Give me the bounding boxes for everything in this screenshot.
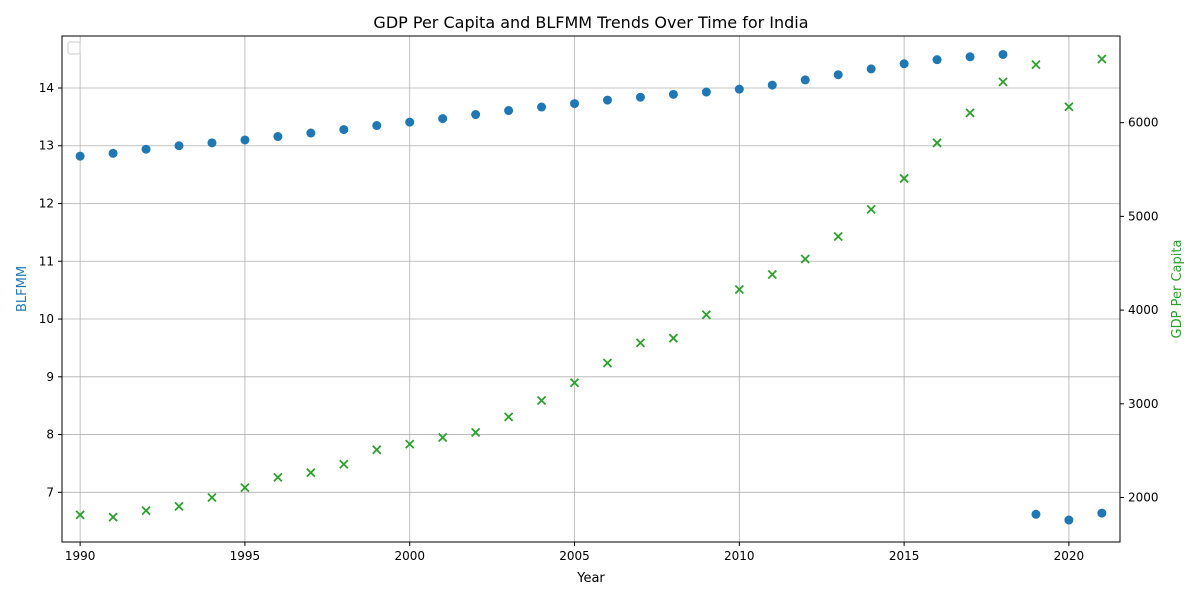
- blfmm-point: [339, 125, 349, 135]
- blfmm-point: [833, 70, 843, 80]
- blfmm-point: [965, 52, 975, 62]
- blfmm-point: [1064, 515, 1074, 525]
- left-y-tick-label: 8: [46, 428, 54, 442]
- blfmm-point: [405, 117, 415, 127]
- gdp-per-capita-point: [536, 395, 547, 406]
- blfmm-point: [75, 151, 85, 161]
- chart-title: GDP Per Capita and BLFMM Trends Over Tim…: [373, 13, 808, 32]
- blfmm-point: [438, 114, 448, 124]
- gdp-per-capita-point: [965, 108, 975, 118]
- gdp-per-capita-point: [207, 492, 217, 503]
- left-y-tick-label: 9: [46, 370, 54, 384]
- x-tick-label: 1995: [230, 549, 261, 563]
- blfmm-point: [767, 80, 777, 90]
- gdp-per-capita-point: [734, 284, 744, 295]
- gdp-per-capita-point: [998, 77, 1008, 87]
- blfmm-point: [1097, 508, 1107, 518]
- gdp-per-capita-point: [800, 254, 810, 264]
- gdp-per-capita-point: [405, 439, 415, 449]
- blfmm-point: [899, 59, 909, 69]
- blfmm-point: [141, 144, 151, 154]
- gdp-per-capita-point: [273, 472, 283, 482]
- legend-box: [67, 41, 81, 55]
- blfmm-series: [75, 49, 1107, 525]
- blfmm-point: [174, 141, 184, 151]
- blfmm-point: [635, 92, 645, 102]
- gdp-per-capita-series: [75, 54, 1107, 522]
- gdp-per-capita-point: [75, 510, 85, 520]
- x-tick-label: 2010: [724, 549, 755, 563]
- gdp-per-capita-point: [339, 459, 349, 469]
- blfmm-point: [471, 110, 481, 120]
- gdp-per-capita-point: [1031, 59, 1041, 70]
- gdp-per-capita-point: [141, 505, 151, 516]
- grid-lines: [62, 36, 1120, 542]
- gdp-per-capita-point: [767, 269, 777, 280]
- gdp-per-capita-point: [668, 333, 679, 343]
- gdp-per-capita-point: [306, 468, 316, 478]
- blfmm-point: [734, 84, 744, 94]
- gdp-per-capita-point: [438, 432, 448, 443]
- blfmm-point: [207, 138, 217, 148]
- blfmm-point: [240, 135, 250, 145]
- blfmm-point: [602, 95, 612, 105]
- blfmm-point: [1031, 509, 1041, 519]
- blfmm-point: [306, 128, 316, 138]
- gdp-per-capita-point: [240, 483, 250, 493]
- gdp-per-capita-point: [602, 358, 613, 368]
- gdp-per-capita-point: [1064, 102, 1074, 112]
- x-tick-label: 2015: [889, 549, 920, 563]
- x-axis-ticks: 1990 1995 2000 2005 2010 2015 2020: [65, 542, 1084, 563]
- left-y-tick-label: 13: [39, 139, 54, 153]
- x-tick-label: 2000: [394, 549, 425, 563]
- right-y-tick-label: 2000: [1128, 490, 1159, 504]
- right-y-tick-label: 4000: [1128, 303, 1159, 317]
- left-y-tick-label: 11: [39, 254, 54, 268]
- gdp-per-capita-point: [372, 445, 382, 455]
- x-axis-label: Year: [576, 571, 605, 586]
- gdp-per-capita-point: [569, 378, 580, 388]
- left-y-tick-label: 12: [39, 197, 54, 211]
- gdp-per-capita-point: [174, 501, 184, 512]
- left-y-axis-ticks: 7 8 9 10 11 12 13 14: [39, 81, 62, 499]
- gdp-per-capita-point: [1097, 54, 1107, 64]
- gdp-per-capita-point: [932, 138, 942, 148]
- blfmm-point: [504, 106, 514, 116]
- blfmm-point: [668, 89, 678, 99]
- blfmm-point: [537, 102, 547, 112]
- blfmm-point: [570, 99, 580, 109]
- right-y-tick-label: 5000: [1128, 209, 1159, 223]
- left-y-tick-label: 14: [39, 81, 54, 95]
- x-tick-label: 2005: [559, 549, 590, 563]
- x-tick-label: 2020: [1054, 549, 1085, 563]
- gdp-per-capita-point: [471, 427, 481, 438]
- gdp-per-capita-point: [635, 338, 646, 348]
- blfmm-point: [108, 148, 118, 158]
- x-tick-label: 1990: [65, 549, 96, 563]
- right-y-axis-ticks: 2000 3000 4000 5000 6000: [1120, 116, 1159, 504]
- gdp-per-capita-point: [899, 173, 909, 184]
- plot-frame: [61, 35, 1121, 543]
- blfmm-point: [273, 132, 283, 142]
- gdp-per-capita-point: [108, 512, 118, 522]
- blfmm-point: [800, 75, 810, 85]
- gdp-per-capita-point: [833, 231, 843, 242]
- gdp-per-capita-point: [866, 204, 876, 214]
- left-y-tick-label: 7: [46, 485, 54, 499]
- left-y-tick-label: 10: [39, 312, 54, 326]
- blfmm-point: [866, 64, 876, 74]
- left-y-axis-label: BLFMM: [15, 266, 30, 312]
- blfmm-point: [372, 121, 382, 131]
- gdp-per-capita-point: [503, 412, 514, 422]
- blfmm-point: [998, 49, 1008, 59]
- right-y-axis-label: GDP Per Capita: [1170, 240, 1185, 339]
- right-y-tick-label: 6000: [1128, 116, 1159, 130]
- blfmm-point: [932, 55, 942, 65]
- gdp-per-capita-point: [701, 310, 711, 320]
- right-y-tick-label: 3000: [1128, 397, 1159, 411]
- blfmm-point: [701, 87, 711, 97]
